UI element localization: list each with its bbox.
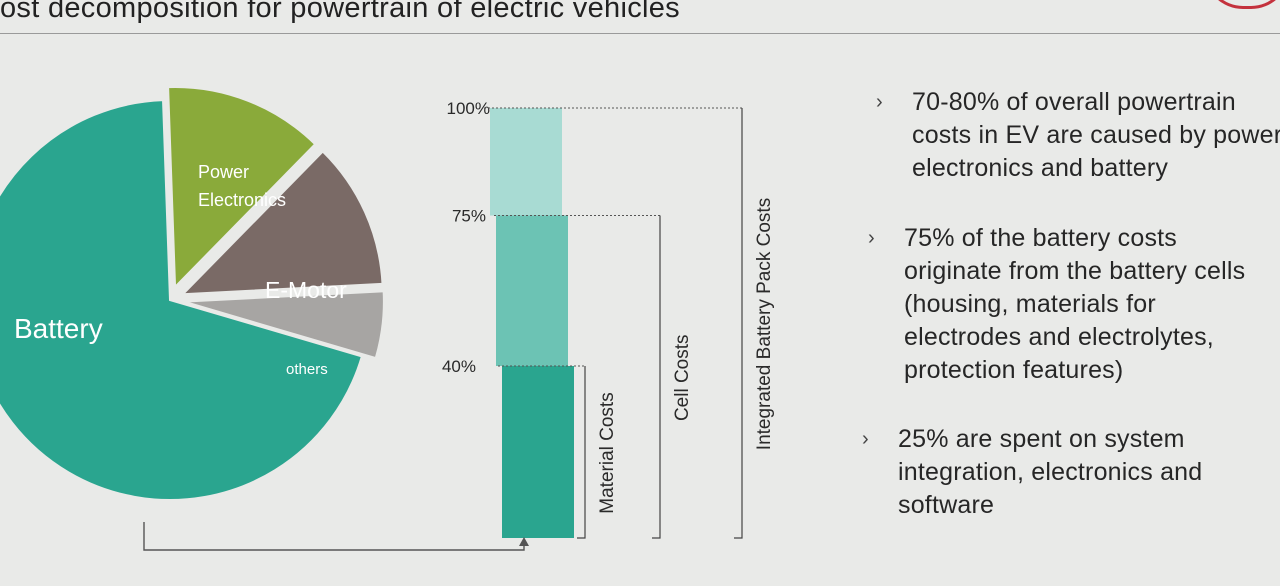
pie-slice-battery (0, 99, 364, 501)
pie-label-e-motor: E-Motor (265, 277, 347, 303)
pie-slice-others (183, 290, 385, 360)
pie-slice-e-motor (180, 150, 384, 296)
bullet-item: › 25% are spent on system integration, e… (862, 423, 1262, 522)
connector-arrow-icon (519, 537, 529, 546)
bracket-label: Integrated Battery Pack Costs (754, 198, 775, 450)
y-tick-label: 75% (452, 207, 486, 226)
bullet-text: 25% are spent on system integration, ele… (898, 425, 1203, 519)
bullet-marker: › (876, 91, 883, 113)
bracket-line (577, 366, 586, 539)
bullet-item: › 75% of the battery costs originate fro… (868, 222, 1278, 387)
pie-label-power-electronics: Power Electronics (198, 162, 286, 210)
stacked-bar-chart: 100% 75% 40% Material Costs Cell Costs Integr… (143, 99, 775, 551)
pie-label-others: others (286, 361, 328, 378)
y-tick-label: 100% (447, 99, 490, 118)
bar-segment-75-100 (490, 108, 562, 216)
bullet-text: 75% of the battery costs originate from … (904, 224, 1246, 384)
page-title: ost decomposition for powertrain of elec… (0, 0, 680, 24)
bar-segment-40-75 (496, 215, 568, 366)
pie-label-battery: Battery (14, 313, 103, 344)
bracket-line (652, 215, 661, 539)
bar-segment-0-40 (502, 366, 574, 538)
bullet-item: › 70-80% of overall powertrain costs in … (876, 86, 1280, 185)
bracket-line (734, 108, 743, 539)
bracket-label: Material Costs (597, 392, 618, 513)
bullet-marker: › (862, 428, 869, 450)
bullet-text: 70-80% of overall powertrain costs in EV… (912, 88, 1280, 182)
connector-line (143, 522, 525, 551)
y-tick-label: 40% (442, 357, 476, 376)
bracket-label: Cell Costs (672, 334, 693, 421)
title-divider (0, 33, 1280, 34)
pie-slice-power-electronics (167, 86, 317, 290)
bullet-marker: › (868, 227, 875, 249)
pie-chart: Battery Power Electronics E-Motor others (0, 86, 385, 501)
